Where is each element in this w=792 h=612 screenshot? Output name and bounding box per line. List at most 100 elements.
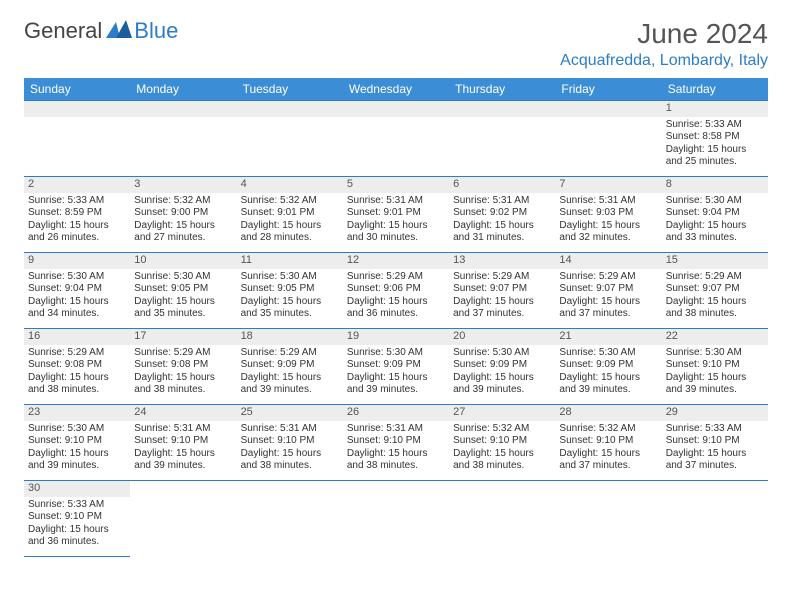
cell-sunrise: Sunrise: 5:32 AM [241,195,339,208]
calendar-cell: 3Sunrise: 5:32 AMSunset: 9:00 PMDaylight… [130,177,236,253]
cell-day2: and 38 minutes. [28,384,126,397]
cell-sunset: Sunset: 9:04 PM [28,283,126,296]
calendar-cell: 5Sunrise: 5:31 AMSunset: 9:01 PMDaylight… [343,177,449,253]
day-number: 15 [662,253,768,269]
calendar-table: Sunday Monday Tuesday Wednesday Thursday… [24,78,768,557]
cell-sunrise: Sunrise: 5:29 AM [241,347,339,360]
weekday-header: Monday [130,78,236,101]
day-number: 13 [449,253,555,269]
calendar-row: 2Sunrise: 5:33 AMSunset: 8:59 PMDaylight… [24,177,768,253]
day-number: 27 [449,405,555,421]
cell-sunrise: Sunrise: 5:30 AM [666,347,764,360]
cell-day2: and 37 minutes. [453,308,551,321]
cell-day2: and 38 minutes. [666,308,764,321]
logo-icon [106,18,132,44]
cell-sunrise: Sunrise: 5:31 AM [453,195,551,208]
weekday-header-row: Sunday Monday Tuesday Wednesday Thursday… [24,78,768,101]
header: General Blue June 2024 Acquafredda, Lomb… [24,18,768,70]
cell-day2: and 25 minutes. [666,156,764,169]
weekday-header: Sunday [24,78,130,101]
calendar-cell: 18 Sunrise: 5:29 AMSunset: 9:09 PMDayligh… [237,329,343,405]
calendar-cell [555,481,661,557]
cell-day2: and 38 minutes. [134,384,232,397]
cell-day2: and 38 minutes. [453,460,551,473]
cell-sunset: Sunset: 9:10 PM [134,435,232,448]
calendar-cell: 15Sunrise: 5:29 AMSunset: 9:07 PMDayligh… [662,253,768,329]
cell-sunrise: Sunrise: 5:32 AM [453,423,551,436]
cell-sunset: Sunset: 9:03 PM [559,207,657,220]
logo: General Blue [24,18,178,44]
cell-sunset: Sunset: 9:00 PM [134,207,232,220]
calendar-cell: 19Sunrise: 5:30 AMSunset: 9:09 PMDayligh… [343,329,449,405]
cell-sunset: Sunset: 9:10 PM [347,435,445,448]
day-number: 8 [662,177,768,193]
cell-sunset: Sunset: 9:09 PM [347,359,445,372]
day-number-empty [237,101,343,117]
title-block: June 2024 Acquafredda, Lombardy, Italy [560,18,768,70]
calendar-cell: 28Sunrise: 5:32 AMSunset: 9:10 PMDayligh… [555,405,661,481]
cell-sunset: Sunset: 9:08 PM [28,359,126,372]
day-number: 11 [237,253,343,269]
day-number: 24 [130,405,236,421]
calendar-cell: 29Sunrise: 5:33 AMSunset: 9:10 PMDayligh… [662,405,768,481]
cell-sunrise: Sunrise: 5:29 AM [134,347,232,360]
weekday-header: Saturday [662,78,768,101]
cell-day2: and 39 minutes. [453,384,551,397]
cell-sunset: Sunset: 9:05 PM [134,283,232,296]
calendar-cell: 10Sunrise: 5:30 AMSunset: 9:05 PMDayligh… [130,253,236,329]
day-number: 19 [343,329,449,345]
cell-sunrise: Sunrise: 5:30 AM [347,347,445,360]
day-number: 22 [662,329,768,345]
cell-sunset: Sunset: 9:10 PM [28,435,126,448]
cell-sunset: Sunset: 9:07 PM [453,283,551,296]
cell-day1: Daylight: 15 hours [666,372,764,385]
cell-sunrise: Sunrise: 5:33 AM [28,195,126,208]
cell-day2: and 34 minutes. [28,308,126,321]
cell-sunrise: Sunrise: 5:31 AM [134,423,232,436]
cell-day1: Daylight: 15 hours [241,448,339,461]
cell-sunrise: Sunrise: 5:30 AM [559,347,657,360]
cell-day2: and 38 minutes. [347,460,445,473]
weekday-header: Friday [555,78,661,101]
logo-text-1: General [24,18,102,44]
calendar-cell: 2Sunrise: 5:33 AMSunset: 8:59 PMDaylight… [24,177,130,253]
day-number: 7 [555,177,661,193]
calendar-cell [130,481,236,557]
cell-sunset: Sunset: 9:10 PM [559,435,657,448]
calendar-cell: 12Sunrise: 5:29 AMSunset: 9:06 PMDayligh… [343,253,449,329]
calendar-cell: 17Sunrise: 5:29 AMSunset: 9:08 PMDayligh… [130,329,236,405]
cell-day1: Daylight: 15 hours [666,296,764,309]
day-number: 25 [237,405,343,421]
day-number: 9 [24,253,130,269]
cell-sunrise: Sunrise: 5:31 AM [241,423,339,436]
calendar-cell: 20Sunrise: 5:30 AMSunset: 9:09 PMDayligh… [449,329,555,405]
day-number: 17 [130,329,236,345]
day-number: 30 [24,481,130,497]
cell-day2: and 39 minutes. [28,460,126,473]
day-number: 18 [237,329,343,345]
day-number-empty [130,101,236,117]
cell-day1: Daylight: 15 hours [134,296,232,309]
day-number: 16 [24,329,130,345]
calendar-row: 9Sunrise: 5:30 AMSunset: 9:04 PMDaylight… [24,253,768,329]
cell-day2: and 36 minutes. [28,536,126,549]
day-number: 2 [24,177,130,193]
cell-sunrise: Sunrise: 5:31 AM [559,195,657,208]
cell-day1: Daylight: 15 hours [241,372,339,385]
day-number: 6 [449,177,555,193]
cell-day1: Daylight: 15 hours [28,448,126,461]
cell-sunrise: Sunrise: 5:30 AM [453,347,551,360]
cell-sunset: Sunset: 9:09 PM [241,359,339,372]
day-number: 5 [343,177,449,193]
day-number-empty [449,101,555,117]
cell-sunrise: Sunrise: 5:30 AM [28,423,126,436]
cell-sunset: Sunset: 9:10 PM [666,359,764,372]
day-number: 21 [555,329,661,345]
cell-day1: Daylight: 15 hours [28,296,126,309]
month-title: June 2024 [560,18,768,50]
calendar-cell [237,101,343,177]
calendar-cell [449,481,555,557]
cell-sunrise: Sunrise: 5:30 AM [28,271,126,284]
cell-day2: and 36 minutes. [347,308,445,321]
calendar-cell: 25Sunrise: 5:31 AMSunset: 9:10 PMDayligh… [237,405,343,481]
